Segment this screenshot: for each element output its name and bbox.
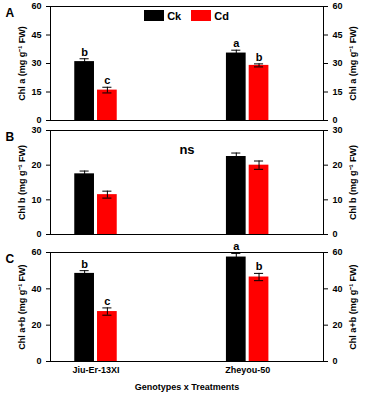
svg-text:0: 0 xyxy=(36,115,41,125)
svg-text:60: 60 xyxy=(333,1,343,11)
svg-text:60: 60 xyxy=(333,247,343,257)
svg-text:45: 45 xyxy=(333,30,343,40)
svg-text:30: 30 xyxy=(31,125,41,135)
svg-text:30: 30 xyxy=(31,58,41,68)
svg-text:a: a xyxy=(233,240,240,252)
svg-text:Genotypes x Treatments: Genotypes x Treatments xyxy=(135,382,240,392)
svg-text:A: A xyxy=(6,6,15,20)
svg-text:b: b xyxy=(256,51,263,63)
svg-text:Chl b (mg g⁻¹ FW): Chl b (mg g⁻¹ FW) xyxy=(348,145,358,220)
svg-text:B: B xyxy=(6,130,15,144)
svg-text:0: 0 xyxy=(333,229,338,239)
svg-text:15: 15 xyxy=(333,87,343,97)
svg-text:10: 10 xyxy=(333,195,343,205)
svg-text:60: 60 xyxy=(31,247,41,257)
svg-text:b: b xyxy=(256,260,263,272)
svg-text:40: 40 xyxy=(333,284,343,294)
svg-text:ns: ns xyxy=(179,142,194,157)
svg-text:30: 30 xyxy=(333,125,343,135)
svg-text:0: 0 xyxy=(36,356,41,366)
svg-text:Chl a+b (mg g⁻¹ FW): Chl a+b (mg g⁻¹ FW) xyxy=(17,264,27,349)
svg-text:10: 10 xyxy=(31,195,41,205)
svg-text:Chl a (mg g⁻¹ FW): Chl a (mg g⁻¹ FW) xyxy=(348,26,358,101)
html-text:Ck: Ck xyxy=(167,10,182,22)
svg-text:20: 20 xyxy=(333,160,343,170)
svg-text:0: 0 xyxy=(36,229,41,239)
svg-text:20: 20 xyxy=(31,320,41,330)
svg-text:0: 0 xyxy=(333,356,338,366)
html-text:Cd: Cd xyxy=(214,10,229,22)
svg-text:C: C xyxy=(6,252,15,266)
svg-text:c: c xyxy=(104,74,110,86)
svg-text:Jiu-Er-13XI: Jiu-Er-13XI xyxy=(72,365,119,375)
svg-text:Chl b (mg g⁻¹ FW): Chl b (mg g⁻¹ FW) xyxy=(17,145,27,220)
svg-text:30: 30 xyxy=(333,58,343,68)
svg-text:b: b xyxy=(81,46,88,58)
svg-text:0: 0 xyxy=(333,115,338,125)
svg-text:40: 40 xyxy=(31,284,41,294)
svg-text:20: 20 xyxy=(333,320,343,330)
svg-text:Zheyou-50: Zheyou-50 xyxy=(225,365,270,375)
svg-text:a: a xyxy=(233,37,240,49)
svg-text:60: 60 xyxy=(31,1,41,11)
svg-text:20: 20 xyxy=(31,160,41,170)
svg-text:c: c xyxy=(104,295,110,307)
svg-text:b: b xyxy=(81,258,88,270)
svg-text:Chl a (mg g⁻¹ FW): Chl a (mg g⁻¹ FW) xyxy=(17,26,27,101)
svg-text:15: 15 xyxy=(31,87,41,97)
svg-text:Chl a+b (mg g⁻¹ FW): Chl a+b (mg g⁻¹ FW) xyxy=(348,264,358,349)
svg-text:45: 45 xyxy=(31,30,41,40)
